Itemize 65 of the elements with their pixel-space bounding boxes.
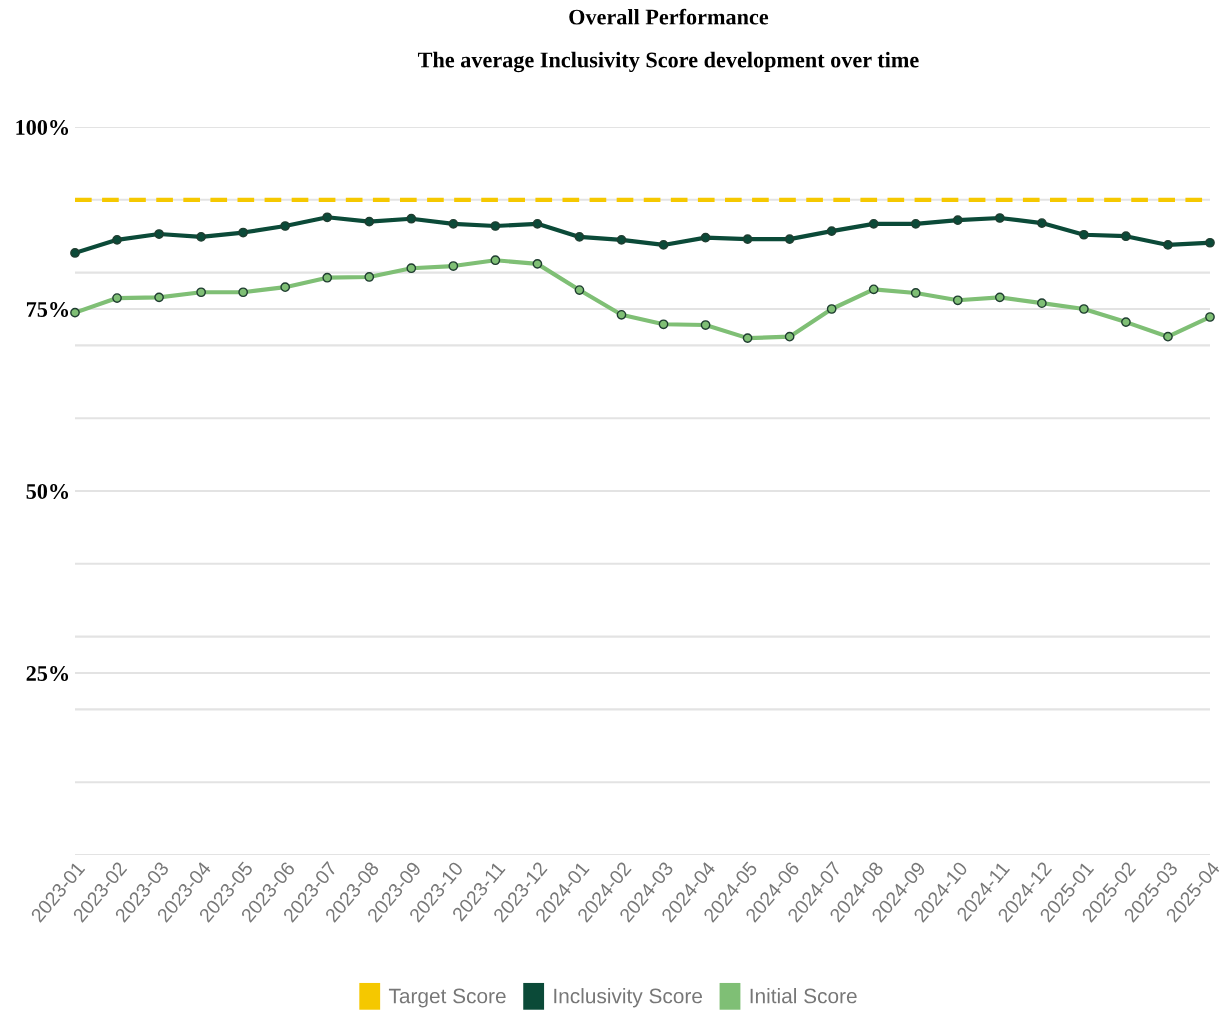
point xyxy=(994,213,1005,223)
point xyxy=(700,320,711,330)
point xyxy=(616,234,627,245)
point xyxy=(658,319,669,330)
point xyxy=(1079,229,1089,240)
point xyxy=(700,232,711,243)
point xyxy=(1163,240,1173,250)
point xyxy=(784,331,795,342)
point xyxy=(952,295,963,306)
point xyxy=(112,234,122,245)
point xyxy=(826,226,837,236)
point xyxy=(658,240,669,250)
legend-label: Inclusivity Score xyxy=(554,988,702,1008)
point xyxy=(1121,231,1131,242)
point xyxy=(322,272,333,283)
legend-label: Initial Score xyxy=(750,988,857,1004)
point xyxy=(532,259,543,269)
point xyxy=(448,218,459,229)
point xyxy=(1036,218,1047,228)
point xyxy=(364,272,375,282)
y-tick-label: 75% xyxy=(26,301,69,317)
point xyxy=(490,221,501,231)
point xyxy=(574,285,585,295)
y-tick-label: 100% xyxy=(16,119,69,135)
point xyxy=(952,215,963,226)
point xyxy=(406,263,417,274)
point xyxy=(154,229,164,239)
point xyxy=(574,232,585,242)
point xyxy=(532,218,543,229)
point xyxy=(70,307,80,318)
legend-label: Target Score xyxy=(388,988,506,1008)
y-tick-label: 50% xyxy=(26,483,69,499)
point xyxy=(364,216,375,227)
point xyxy=(280,282,291,293)
point xyxy=(196,232,206,242)
point xyxy=(910,288,921,298)
point xyxy=(238,287,249,298)
point xyxy=(868,284,879,295)
y-tick-label: 25% xyxy=(26,665,69,681)
point xyxy=(1205,312,1215,322)
point xyxy=(1163,331,1173,342)
point xyxy=(1121,317,1131,327)
point xyxy=(490,255,501,266)
point xyxy=(616,309,627,320)
point xyxy=(154,292,164,303)
point xyxy=(70,248,80,258)
chart-subtitle: The average Inclusivity Score development over time xyxy=(417,51,919,73)
point xyxy=(1205,237,1215,248)
point xyxy=(448,261,459,271)
point xyxy=(742,234,753,244)
point xyxy=(322,212,333,223)
chart-title: Overall Performance xyxy=(569,8,769,25)
point xyxy=(196,287,206,298)
point xyxy=(994,292,1005,303)
point xyxy=(784,234,795,244)
point xyxy=(826,304,837,314)
point xyxy=(112,293,122,303)
point xyxy=(238,227,249,238)
point xyxy=(910,218,921,229)
point xyxy=(868,218,879,229)
point xyxy=(406,213,417,224)
point xyxy=(742,333,753,343)
point xyxy=(280,221,291,231)
point xyxy=(1036,298,1047,309)
point xyxy=(1079,304,1089,314)
